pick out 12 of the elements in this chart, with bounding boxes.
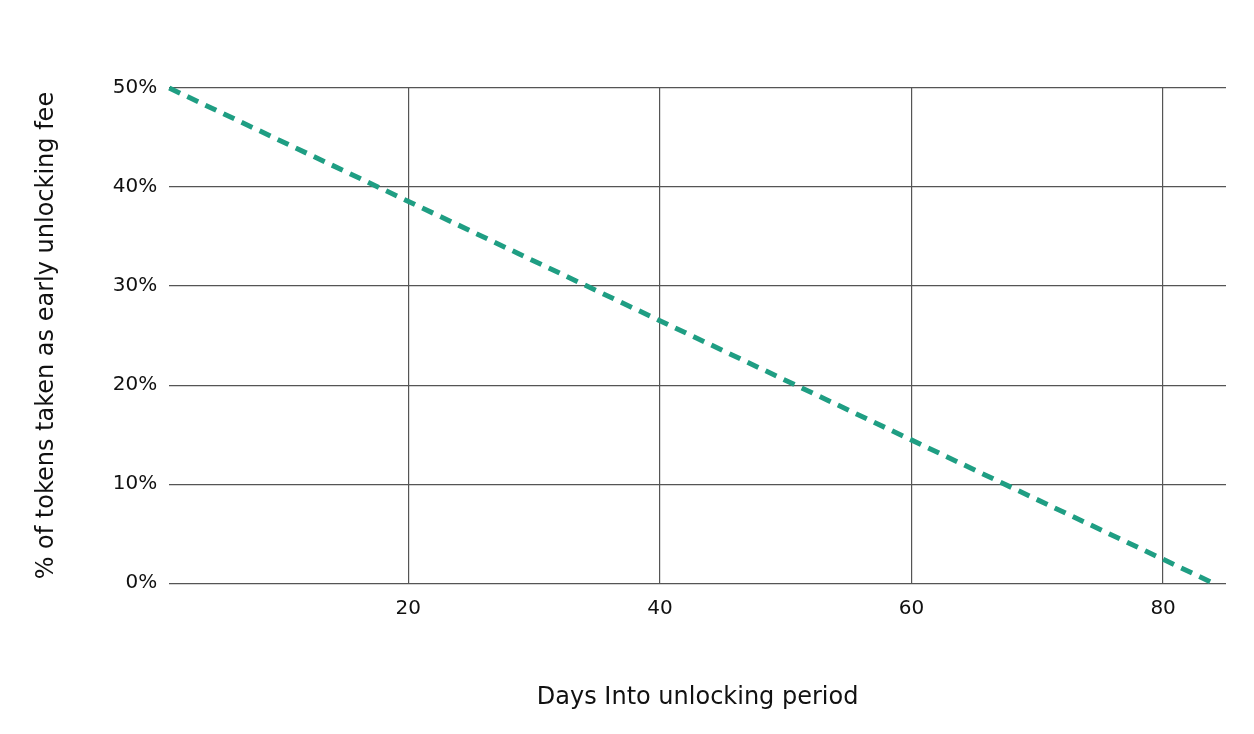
y-tick-label: 40% [112, 173, 158, 198]
x-tick-label: 80 [1150, 595, 1176, 620]
x-tick-label: 20 [395, 595, 422, 620]
y-tick-label: 50% [112, 74, 158, 99]
y-tick-label: 10% [112, 470, 158, 495]
x-tick-label: 40 [647, 595, 673, 620]
x-tick-label: 60 [898, 595, 925, 620]
y-axis-title: % of tokens taken as early unlocking fee [30, 91, 59, 580]
y-tick-label: 0% [125, 569, 158, 594]
y-tick-label: 30% [112, 272, 158, 297]
x-axis-title: Days Into unlocking period [536, 681, 859, 710]
y-tick-label: 20% [112, 371, 158, 396]
